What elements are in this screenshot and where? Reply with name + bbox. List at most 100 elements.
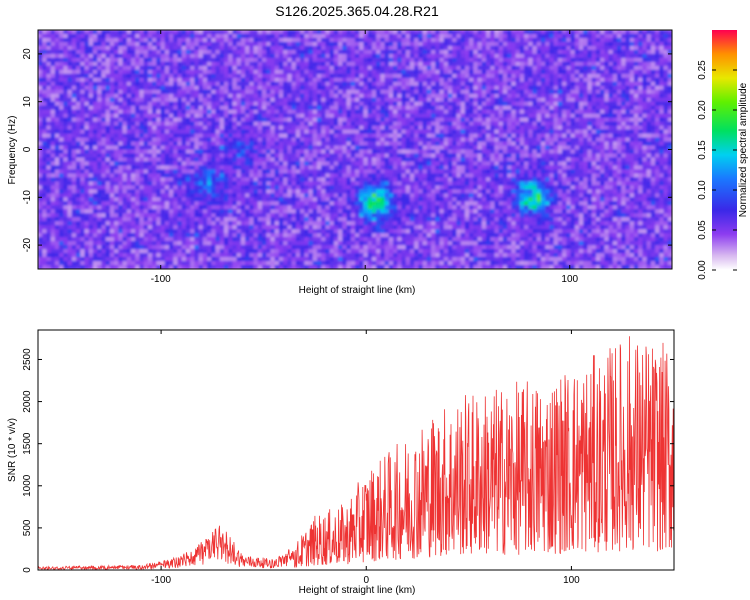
heatmap-cell [185, 213, 191, 218]
heatmap-cell [126, 113, 132, 119]
heatmap-cell [156, 169, 162, 174]
heatmap-cell [291, 125, 297, 131]
heatmap-cell [152, 229, 157, 234]
heatmap-cell [59, 249, 64, 254]
heatmap-cell [359, 257, 365, 262]
heatmap-cell [130, 69, 136, 75]
heatmap-cell [88, 101, 94, 107]
heatmap-cell [240, 185, 246, 190]
heatmap-cell [329, 213, 335, 218]
heatmap-cell [46, 261, 52, 266]
heatmap-cell [346, 57, 352, 63]
heatmap-cell [92, 241, 98, 246]
heatmap-cell [143, 209, 149, 214]
heatmap-cell [97, 209, 102, 214]
heatmap-cell [177, 37, 183, 43]
heatmap-cell [54, 193, 60, 198]
heatmap-cell [177, 125, 183, 131]
heatmap-cell [376, 213, 381, 218]
heatmap-cell [283, 61, 288, 67]
heatmap-cell [300, 185, 305, 190]
heatmap-cell [266, 177, 272, 182]
heatmap-cell [139, 117, 145, 123]
heatmap-cell [88, 205, 94, 210]
heatmap-cell [266, 57, 272, 63]
heatmap-cell [97, 101, 102, 107]
heatmap-cell [355, 49, 360, 55]
heatmap-cell [152, 45, 157, 51]
heatmap-cell [300, 133, 305, 139]
heatmap-cell [114, 117, 119, 123]
heatmap-cell [126, 93, 132, 99]
heatmap-cell [173, 73, 179, 79]
heatmap-cell [147, 253, 153, 258]
heatmap-cell [346, 121, 352, 127]
heatmap-cell [312, 30, 318, 35]
heatmap-cell [249, 181, 255, 186]
heatmap-cell [287, 217, 293, 222]
heatmap-cell [130, 61, 136, 67]
heatmap-cell [114, 241, 119, 246]
heatmap-cell [122, 61, 128, 67]
heatmap-cell [262, 57, 267, 63]
heatmap-cell [342, 61, 348, 67]
heatmap-cell [88, 49, 94, 55]
heatmap-cell [274, 37, 280, 43]
heatmap-cell [338, 49, 343, 55]
heatmap-cell [223, 113, 229, 119]
heatmap-cell [253, 81, 259, 87]
heatmap-cell [80, 41, 86, 47]
heatmap-cell [143, 253, 149, 258]
heatmap-cell [76, 45, 81, 51]
heatmap-cell [67, 101, 73, 107]
heatmap-cell [287, 109, 293, 115]
heatmap-cell [308, 169, 314, 174]
heatmap-cell [63, 221, 69, 226]
heatmap-cell [278, 185, 284, 190]
heatmap-cell [152, 49, 157, 55]
heatmap-cell [359, 249, 365, 254]
heatmap-cell [50, 253, 56, 258]
heatmap-cell [232, 97, 238, 103]
heatmap-cell [54, 245, 60, 250]
heatmap-cell [190, 177, 195, 182]
heatmap-cell [236, 85, 242, 91]
heatmap-cell [194, 165, 200, 171]
heatmap-cell [376, 221, 381, 226]
heatmap-cell [50, 85, 56, 91]
heatmap-cell [240, 213, 246, 218]
heatmap-cell [59, 153, 64, 159]
heatmap-cell [126, 165, 132, 171]
heatmap-cell [101, 45, 107, 51]
heatmap-cell [130, 113, 136, 119]
heatmap-cell [223, 253, 229, 258]
heatmap-cell [143, 205, 149, 210]
heatmap-cell [367, 205, 373, 210]
heatmap-cell [380, 229, 386, 234]
heatmap-cell [384, 73, 390, 79]
heatmap-cell [185, 65, 191, 71]
heatmap-cell [350, 149, 356, 155]
heatmap-cell [329, 165, 335, 171]
heatmap-cell [38, 157, 43, 163]
heatmap-cell [50, 213, 56, 218]
heatmap-cell [283, 33, 288, 39]
heatmap-cell [257, 201, 263, 206]
heatmap-cell [54, 173, 60, 178]
heatmap-cell [84, 209, 90, 214]
heatmap-cell [139, 265, 145, 269]
heatmap-cell [380, 177, 386, 182]
heatmap-cell [359, 149, 365, 155]
heatmap-cell [122, 221, 128, 226]
heatmap-cell [46, 33, 52, 39]
heatmap-cell [342, 117, 348, 123]
heatmap-cell [211, 77, 217, 83]
heatmap-cell [266, 185, 272, 190]
heatmap-cell [207, 37, 212, 43]
heatmap-cell [266, 253, 272, 258]
heatmap-cell [274, 133, 280, 139]
heatmap-cell [384, 165, 390, 171]
heatmap-cell [316, 73, 322, 79]
heatmap-cell [50, 45, 56, 51]
heatmap-cell [223, 185, 229, 190]
